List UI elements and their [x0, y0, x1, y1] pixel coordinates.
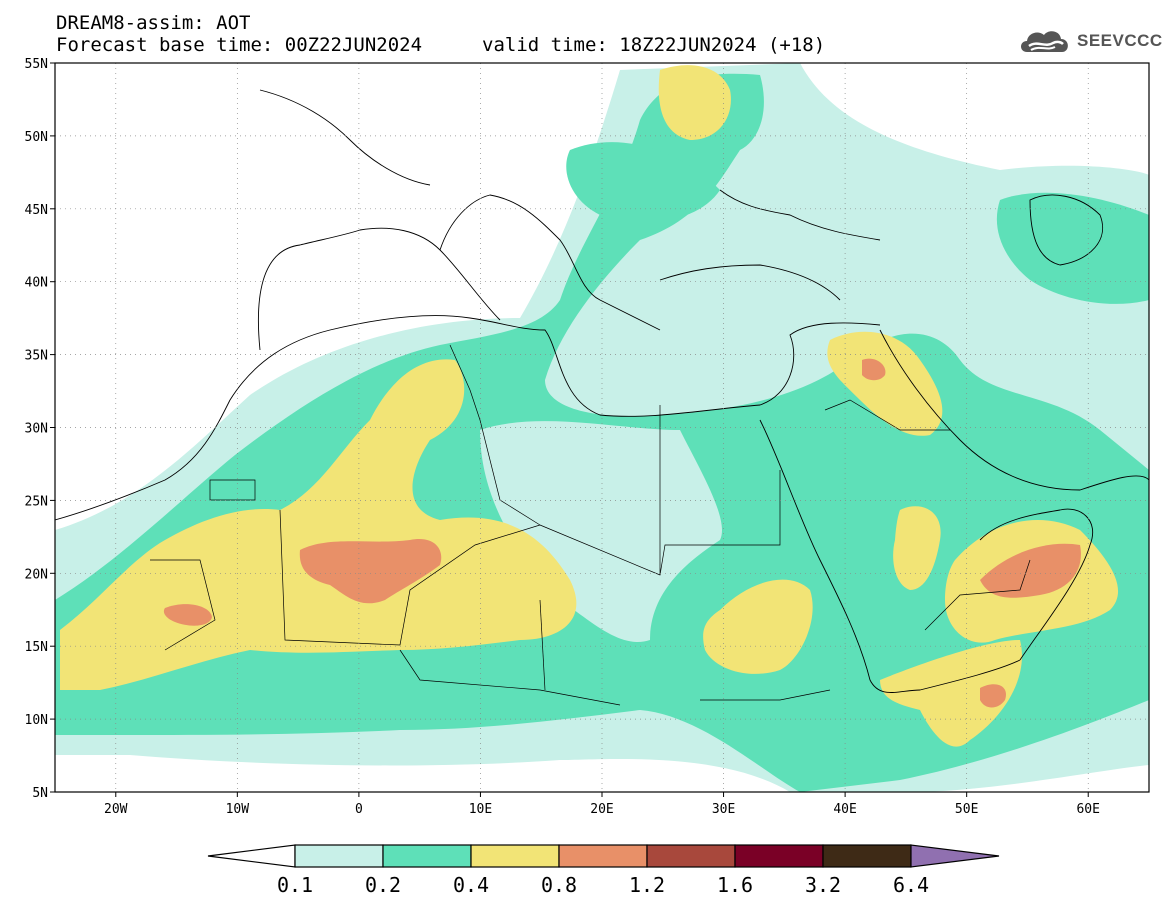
lat-label: 40N — [25, 276, 48, 291]
lat-label: 30N — [25, 422, 48, 437]
lat-label: 25N — [25, 494, 48, 509]
seevccc-logo: SEEVCCC — [1017, 26, 1163, 56]
colorbar-label: 0.1 — [277, 873, 313, 897]
colorbar-label: 6.4 — [893, 873, 929, 897]
colorbar-segment — [294, 844, 384, 868]
cloud-icon — [1021, 31, 1068, 52]
aot-contour-0.8-senegal — [163, 604, 212, 626]
lon-label: 60E — [1076, 802, 1099, 817]
aot-contour-0.8-iraq — [862, 358, 886, 381]
lat-label: 10N — [25, 713, 48, 728]
colorbar-label: 0.4 — [453, 873, 489, 897]
lon-label: 20E — [590, 802, 613, 817]
lon-label: 10E — [469, 802, 492, 817]
latitude-labels: 55N 50N 45N 40N 35N 30N 25N 20N 15N 10N 5N — [25, 57, 48, 801]
lat-label: 55N — [25, 57, 48, 72]
aot-contour-0.4-gulf-aden — [880, 640, 1022, 747]
aot-contour-0.2-ukraine — [566, 142, 720, 222]
aot-contour-0.4-iraq — [827, 331, 943, 436]
valid-time: valid time: 18Z22JUN2024 (+18) — [482, 34, 826, 56]
colorbar-label: 0.2 — [365, 873, 401, 897]
lat-label: 50N — [25, 130, 48, 145]
aot-contour-0.8-mali — [299, 539, 442, 604]
aot-field — [55, 63, 1149, 792]
aot-contour-0.8-somalia — [980, 684, 1006, 708]
colorbar-segment — [822, 844, 912, 868]
colorbar-label: 1.6 — [717, 873, 753, 897]
lon-label: 0 — [355, 802, 363, 817]
borders — [150, 344, 1031, 706]
colorbar-labels: 0.1 0.2 0.4 0.8 1.2 1.6 3.2 6.4 — [277, 873, 929, 897]
lon-label: 50E — [955, 802, 978, 817]
lat-label: 20N — [25, 567, 48, 582]
lat-label: 5N — [32, 786, 48, 801]
colorbar-segment — [382, 844, 472, 868]
colorbar-segment — [470, 844, 560, 868]
lat-label: 35N — [25, 349, 48, 364]
map-title: DREAM8-assim: AOT — [56, 12, 251, 34]
forecast-base-time: Forecast base time: 00Z22JUN2024 — [56, 34, 423, 56]
longitude-labels: 20W 10W 0 10E 20E 30E 40E 50E 60E — [104, 802, 1100, 817]
lon-label: 40E — [833, 802, 856, 817]
aot-contour-0.4-saudi-west — [893, 506, 941, 590]
lon-label: 10W — [226, 802, 250, 817]
axis-ticks — [50, 62, 1089, 797]
lat-label: 15N — [25, 640, 48, 655]
aot-contour-0.4-sudan — [703, 579, 813, 674]
lat-label: 45N — [25, 203, 48, 218]
colorbar-segment — [646, 844, 736, 868]
lon-label: 20W — [104, 802, 128, 817]
colorbar-label: 3.2 — [805, 873, 841, 897]
aot-contour-0.8-oman — [980, 543, 1081, 598]
logo-text: SEEVCCC — [1077, 31, 1163, 50]
colorbar-over-triangle — [910, 844, 1000, 868]
coastlines — [55, 89, 1149, 693]
aot-contour-0.1-east — [820, 300, 1149, 425]
aot-contour-0.1-libya — [480, 421, 722, 642]
colorbar-label: 0.8 — [541, 873, 577, 897]
colorbar — [207, 844, 1000, 868]
colorbar-under-triangle — [207, 844, 296, 868]
colorbar-segment — [558, 844, 648, 868]
aot-contour-0.4-poland — [658, 65, 731, 140]
lon-label: 30E — [712, 802, 735, 817]
colorbar-label: 1.2 — [629, 873, 665, 897]
colorbar-segment — [734, 844, 824, 868]
aot-contour-0.2-caspian — [996, 192, 1149, 304]
